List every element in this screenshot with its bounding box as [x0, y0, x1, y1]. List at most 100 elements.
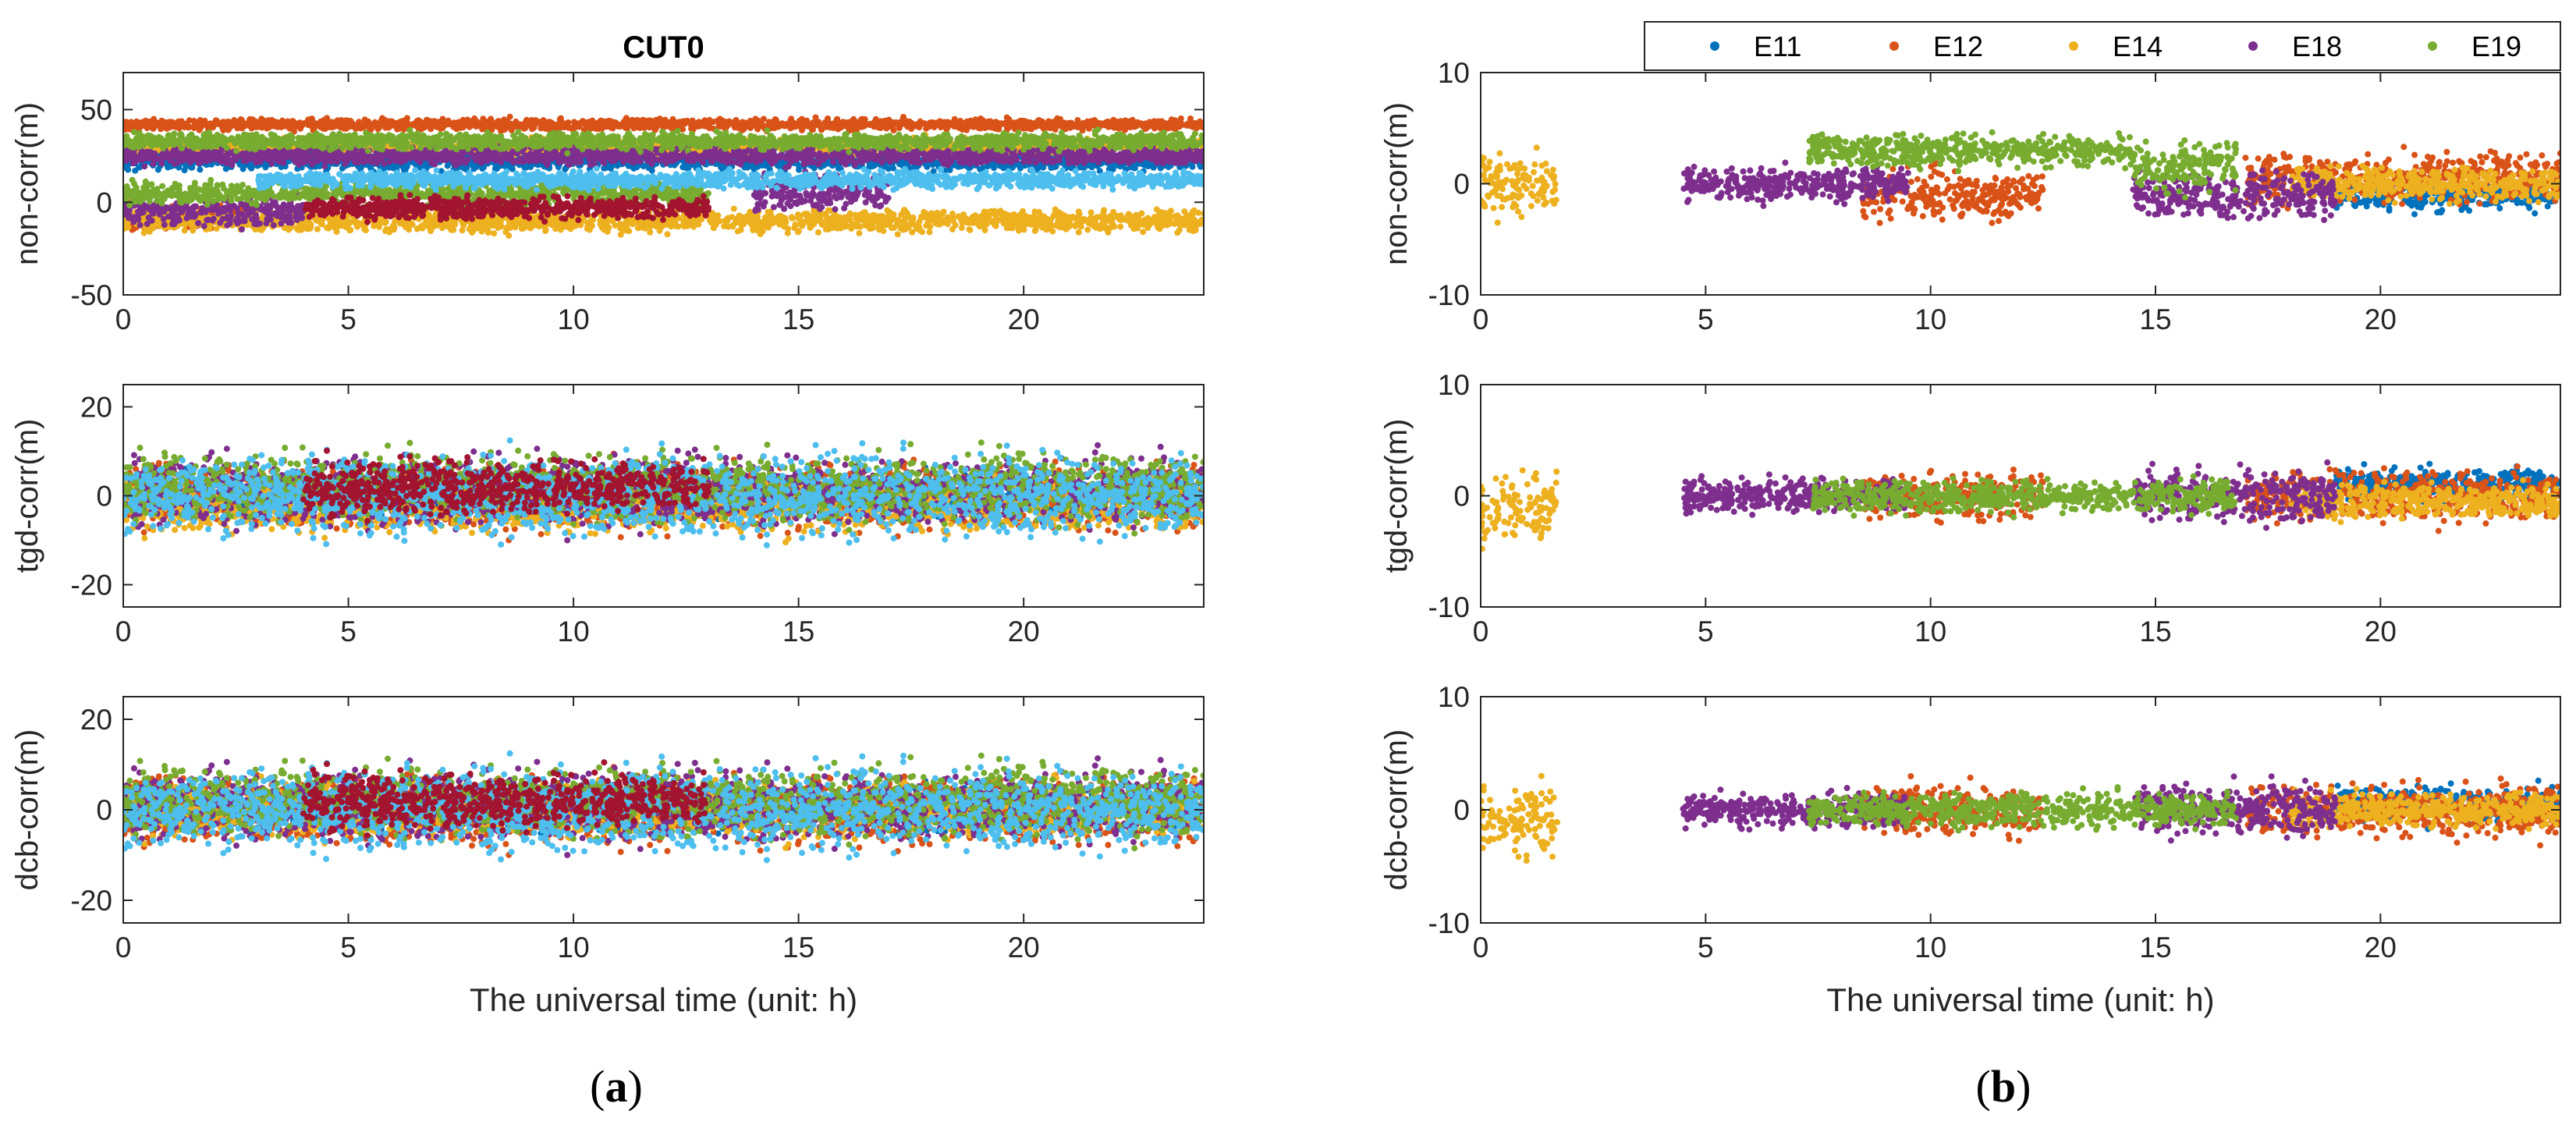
data-point	[318, 118, 325, 125]
data-point	[672, 122, 679, 129]
data-point	[595, 119, 602, 126]
data-point	[279, 117, 286, 124]
data-point	[715, 122, 722, 129]
data-point	[896, 125, 903, 131]
data-point	[885, 165, 892, 172]
data-point	[1191, 122, 1198, 129]
data-point	[1143, 162, 1150, 169]
data-point	[144, 125, 151, 132]
data-point	[400, 165, 407, 172]
data-point	[474, 119, 481, 126]
data-point	[958, 124, 965, 131]
data-point	[392, 121, 399, 128]
data-point	[132, 167, 139, 174]
data-point	[704, 118, 710, 125]
data-point	[882, 119, 889, 126]
data-point	[1127, 120, 1134, 127]
data-point	[1109, 165, 1116, 172]
data-point	[225, 119, 232, 125]
data-point	[522, 122, 529, 129]
data-point	[501, 126, 508, 133]
data-point	[871, 162, 878, 169]
data-point	[297, 122, 304, 129]
data-point	[233, 119, 240, 126]
data-point	[1102, 121, 1109, 128]
data-point	[740, 126, 747, 133]
data-point	[1187, 115, 1194, 122]
data-point	[1111, 124, 1118, 131]
data-point	[1153, 121, 1160, 128]
data-point	[197, 166, 204, 173]
data-point	[867, 121, 874, 128]
data-point	[556, 115, 563, 122]
data-point	[825, 119, 832, 126]
data-point	[453, 120, 460, 127]
data-point	[771, 125, 778, 131]
data-point	[601, 165, 608, 172]
data-point	[317, 123, 324, 130]
data-point	[248, 165, 255, 172]
data-point	[833, 121, 840, 128]
data-point	[946, 119, 953, 126]
data-point	[154, 166, 161, 173]
data-point	[415, 119, 422, 125]
data-point	[972, 119, 979, 126]
data-point	[1067, 124, 1073, 131]
data-point	[558, 123, 565, 130]
data-point	[165, 124, 172, 131]
data-point	[428, 122, 435, 130]
data-point	[479, 165, 486, 172]
data-point	[860, 122, 867, 129]
data-point	[689, 119, 695, 126]
data-point	[1062, 122, 1068, 130]
data-point	[963, 118, 970, 125]
data-point	[666, 119, 673, 126]
data-point	[591, 125, 597, 131]
data-point	[716, 115, 723, 122]
data-point	[151, 121, 158, 128]
data-point	[343, 120, 350, 127]
data-point	[509, 165, 516, 172]
data-point	[683, 165, 690, 172]
data-point	[439, 125, 446, 132]
data-point	[138, 119, 145, 126]
data-point	[644, 119, 651, 126]
data-point	[911, 121, 918, 128]
data-point	[196, 126, 203, 133]
data-point	[1082, 119, 1089, 126]
data-point	[446, 120, 453, 127]
data-point	[250, 122, 257, 130]
data-point	[513, 123, 520, 130]
data-point	[1029, 120, 1036, 126]
data-point	[620, 118, 627, 125]
data-point	[679, 122, 687, 128]
data-point	[239, 121, 245, 128]
data-point	[957, 118, 963, 124]
data-point	[601, 118, 609, 125]
data-point	[803, 118, 810, 125]
data-point	[781, 122, 788, 129]
data-point	[611, 119, 618, 126]
data-point	[891, 121, 897, 127]
data-point	[195, 121, 202, 128]
data-point	[332, 121, 339, 128]
data-point	[496, 120, 503, 127]
data-point	[215, 121, 222, 127]
data-point	[850, 122, 857, 130]
data-point	[129, 119, 136, 126]
data-point	[757, 121, 764, 128]
data-point	[259, 121, 266, 127]
data-point	[544, 122, 551, 130]
data-point	[360, 124, 367, 131]
data-point	[661, 121, 668, 128]
data-point	[637, 119, 644, 126]
data-point	[744, 164, 751, 171]
data-point	[1118, 120, 1125, 127]
data-point	[379, 115, 386, 122]
data-point	[270, 122, 277, 130]
data-point	[633, 164, 640, 171]
data-point	[480, 115, 487, 122]
data-point	[904, 123, 911, 130]
